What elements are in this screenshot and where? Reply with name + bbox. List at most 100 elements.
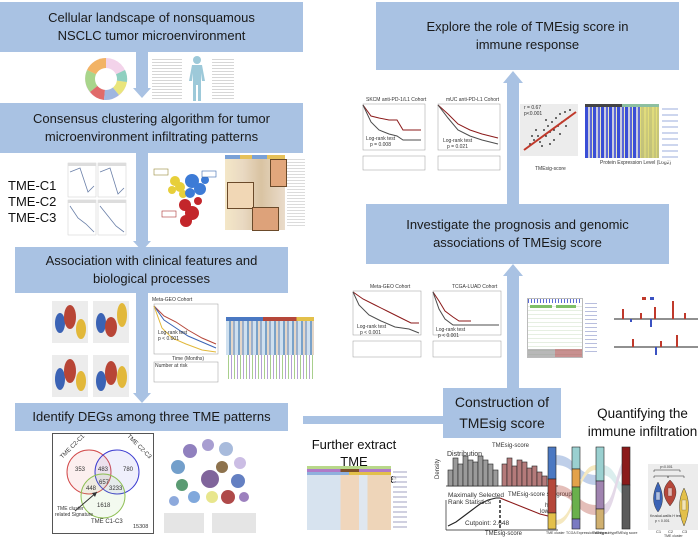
step-association: Association with clinical features and bi… <box>15 247 288 293</box>
meta-geo-tmesig-title: Meta-GEO Cohort <box>370 284 411 290</box>
step-consensus-clustering-line1: Consensus clustering algorithm for tumor <box>33 111 270 127</box>
alluvial-sankey-diagram <box>547 446 631 530</box>
step-cellular-landscape-line1: Cellular landscape of nonsquamous <box>48 10 255 26</box>
maxstat-label-line1: Maximally Selected <box>448 492 504 499</box>
arrow-down-2 <box>136 153 148 241</box>
immune-score-scatter <box>520 104 578 156</box>
tme-heatmap-row-labels <box>287 157 305 227</box>
signature-heatmap-legend <box>393 468 407 530</box>
arrow-down-1-head <box>133 88 151 98</box>
cell-type-list-right <box>212 57 234 101</box>
step-cellular-landscape: Cellular landscape of nonsquamous NSCLC t… <box>0 2 303 52</box>
cutpoint-label: Cutpoint: 2.648 <box>465 520 510 527</box>
copy-number-bar-plots <box>614 297 698 355</box>
meta-geo-three-cluster-km-plot <box>153 303 219 383</box>
skcm-km-title: SKCM anti-PD-1/L1 Cohort <box>366 97 427 103</box>
arrow-right-connector <box>303 416 443 424</box>
arrow-down-3-head <box>133 393 151 403</box>
arrow-up-1-head <box>503 71 523 83</box>
venn-set-c1c3: TME C1-C3 <box>91 519 123 525</box>
arrow-down-2-head <box>133 241 151 251</box>
meta-geo-km-test: Log-rank test <box>158 330 188 336</box>
venn-value-3233: 3233 <box>109 486 123 492</box>
arrow-up-2-head <box>503 264 523 276</box>
step-association-line2: biological processes <box>92 271 211 286</box>
subgroup-low: low <box>540 509 550 515</box>
arrow-up-1 <box>507 82 519 204</box>
tmesig-distribution-cutpoint-plot <box>445 455 558 531</box>
venn-value-483: 483 <box>98 467 109 473</box>
violin-test: Kruskal-wallis H test <box>650 514 682 518</box>
step-consensus-clustering-line2: microenvironment infiltrating patterns <box>44 129 259 144</box>
tcga-luad-km-plot <box>432 290 502 358</box>
skcm-km-p: p = 0.008 <box>370 142 391 148</box>
tcga-luad-p: p < 0.001 <box>438 333 459 339</box>
cluster-label-c3: TME-C3 <box>8 210 57 225</box>
protein-heatmap-legend <box>662 104 678 162</box>
skcm-km-test: Log-rank test <box>366 136 396 142</box>
arrow-up-2 <box>507 276 519 388</box>
step-identify-degs: Identify DEGs among three TME patterns <box>15 403 288 431</box>
venn-annotation-line1: TME cluster <box>57 506 84 512</box>
muc-km-test: Log-rank test <box>443 138 473 144</box>
protein-heatmap-xlabel: Protein Expression Level (Log2) <box>600 160 672 166</box>
venn-value-353: 353 <box>75 467 86 473</box>
quantifying-line1: Quantifying the <box>597 406 688 421</box>
venn-value-448: 448 <box>86 486 97 492</box>
step-identify-degs-label: Identify DEGs among three TME patterns <box>32 409 271 425</box>
tsne-cluster-scatter <box>153 168 217 227</box>
sankey-axis-tme-cluster: TME cluster <box>546 531 565 535</box>
scatter-xlabel: TMEsig-score <box>535 166 566 172</box>
association-violin-plots <box>52 301 129 397</box>
scatter-r: r = 0.67 <box>524 105 542 111</box>
distribution-ylabel: Density <box>435 458 442 480</box>
violin-bracket-p-top: p<0.001 <box>660 465 673 469</box>
tme-cell-heatmap <box>225 155 287 231</box>
step-explore-immune-response: Explore the role of TMEsig score in immun… <box>376 2 679 70</box>
go-enrichment-network <box>164 439 256 533</box>
muc-km-p: p = 0.021 <box>447 144 468 150</box>
meta-geo-km-p: p < 0.001 <box>158 336 179 342</box>
scatter-p: p<0.001 <box>524 111 543 117</box>
cluster-label-c1: TME-C1 <box>8 178 57 193</box>
quantifying-immune-label: Quantifying the immune infiltration <box>585 405 700 440</box>
violin-p: p < 0.001 <box>655 519 670 523</box>
deg-venn-diagram: TME C2-C1 TME C2-C3 TME C1-C3 353 483 78… <box>52 433 154 534</box>
signature-gene-heatmap <box>307 466 391 530</box>
step-cellular-landscape-line2: NSCLC tumor microenvironment <box>57 28 246 43</box>
distribution-xlabel: TMEsig-score <box>485 531 523 537</box>
venn-annotation-line2: related Signature <box>55 512 94 518</box>
step-explore-line1: Explore the role of TMEsig score in <box>426 19 629 35</box>
sankey-axis-tmesig-score: TMEsig score <box>616 531 638 535</box>
arrow-down-3 <box>136 293 148 393</box>
step-consensus-clustering: Consensus clustering algorithm for tumor… <box>0 103 303 153</box>
meta-geo-km-title: Meta-GEO Cohort <box>152 297 193 303</box>
violin-xlabel: TME cluster <box>664 534 683 538</box>
step-construction-tmesig: Construction of TMEsig score <box>443 388 561 438</box>
meta-geo-tmesig-p: p < 0.001 <box>360 330 381 336</box>
venn-value-1618: 1618 <box>97 503 111 509</box>
cell-type-list <box>152 57 182 101</box>
human-body-icon <box>189 56 205 101</box>
step-association-line1: Association with clinical features and <box>45 253 258 269</box>
clinical-annotation-heatmap <box>226 317 314 379</box>
subgroup-label: TMEsig-score subgroup <box>508 492 572 498</box>
tme-cluster-labels: TME-C1 TME-C2 TME-C3 <box>8 178 58 226</box>
venn-value-780: 780 <box>123 467 134 473</box>
arrow-down-1 <box>136 52 148 88</box>
oncoprint-legend <box>585 300 597 354</box>
violin-cat-c1: C1 <box>656 529 662 534</box>
violin-cat-c3: C3 <box>682 529 688 534</box>
step-investigate-line2: associations of TMEsig score <box>433 235 602 250</box>
step-explore-line2: immune response <box>475 37 580 52</box>
further-extract-line1: Further extract TME <box>311 437 397 469</box>
muc-km-title: mUC anti-PD-L1 Cohort <box>446 97 500 103</box>
distribution-panel-label: Distribution <box>447 451 483 458</box>
venn-total: 15308 <box>133 524 149 530</box>
nmf-rank-survey-plots <box>67 162 127 236</box>
cluster-label-c2: TME-C2 <box>8 194 57 209</box>
violin-cat-c2: C2 <box>668 529 674 534</box>
maxstat-label-line2: Rank Statistics <box>448 499 491 506</box>
muc-km-plot <box>437 103 501 171</box>
meta-geo-tmesig-test: Log-rank test <box>357 324 387 330</box>
